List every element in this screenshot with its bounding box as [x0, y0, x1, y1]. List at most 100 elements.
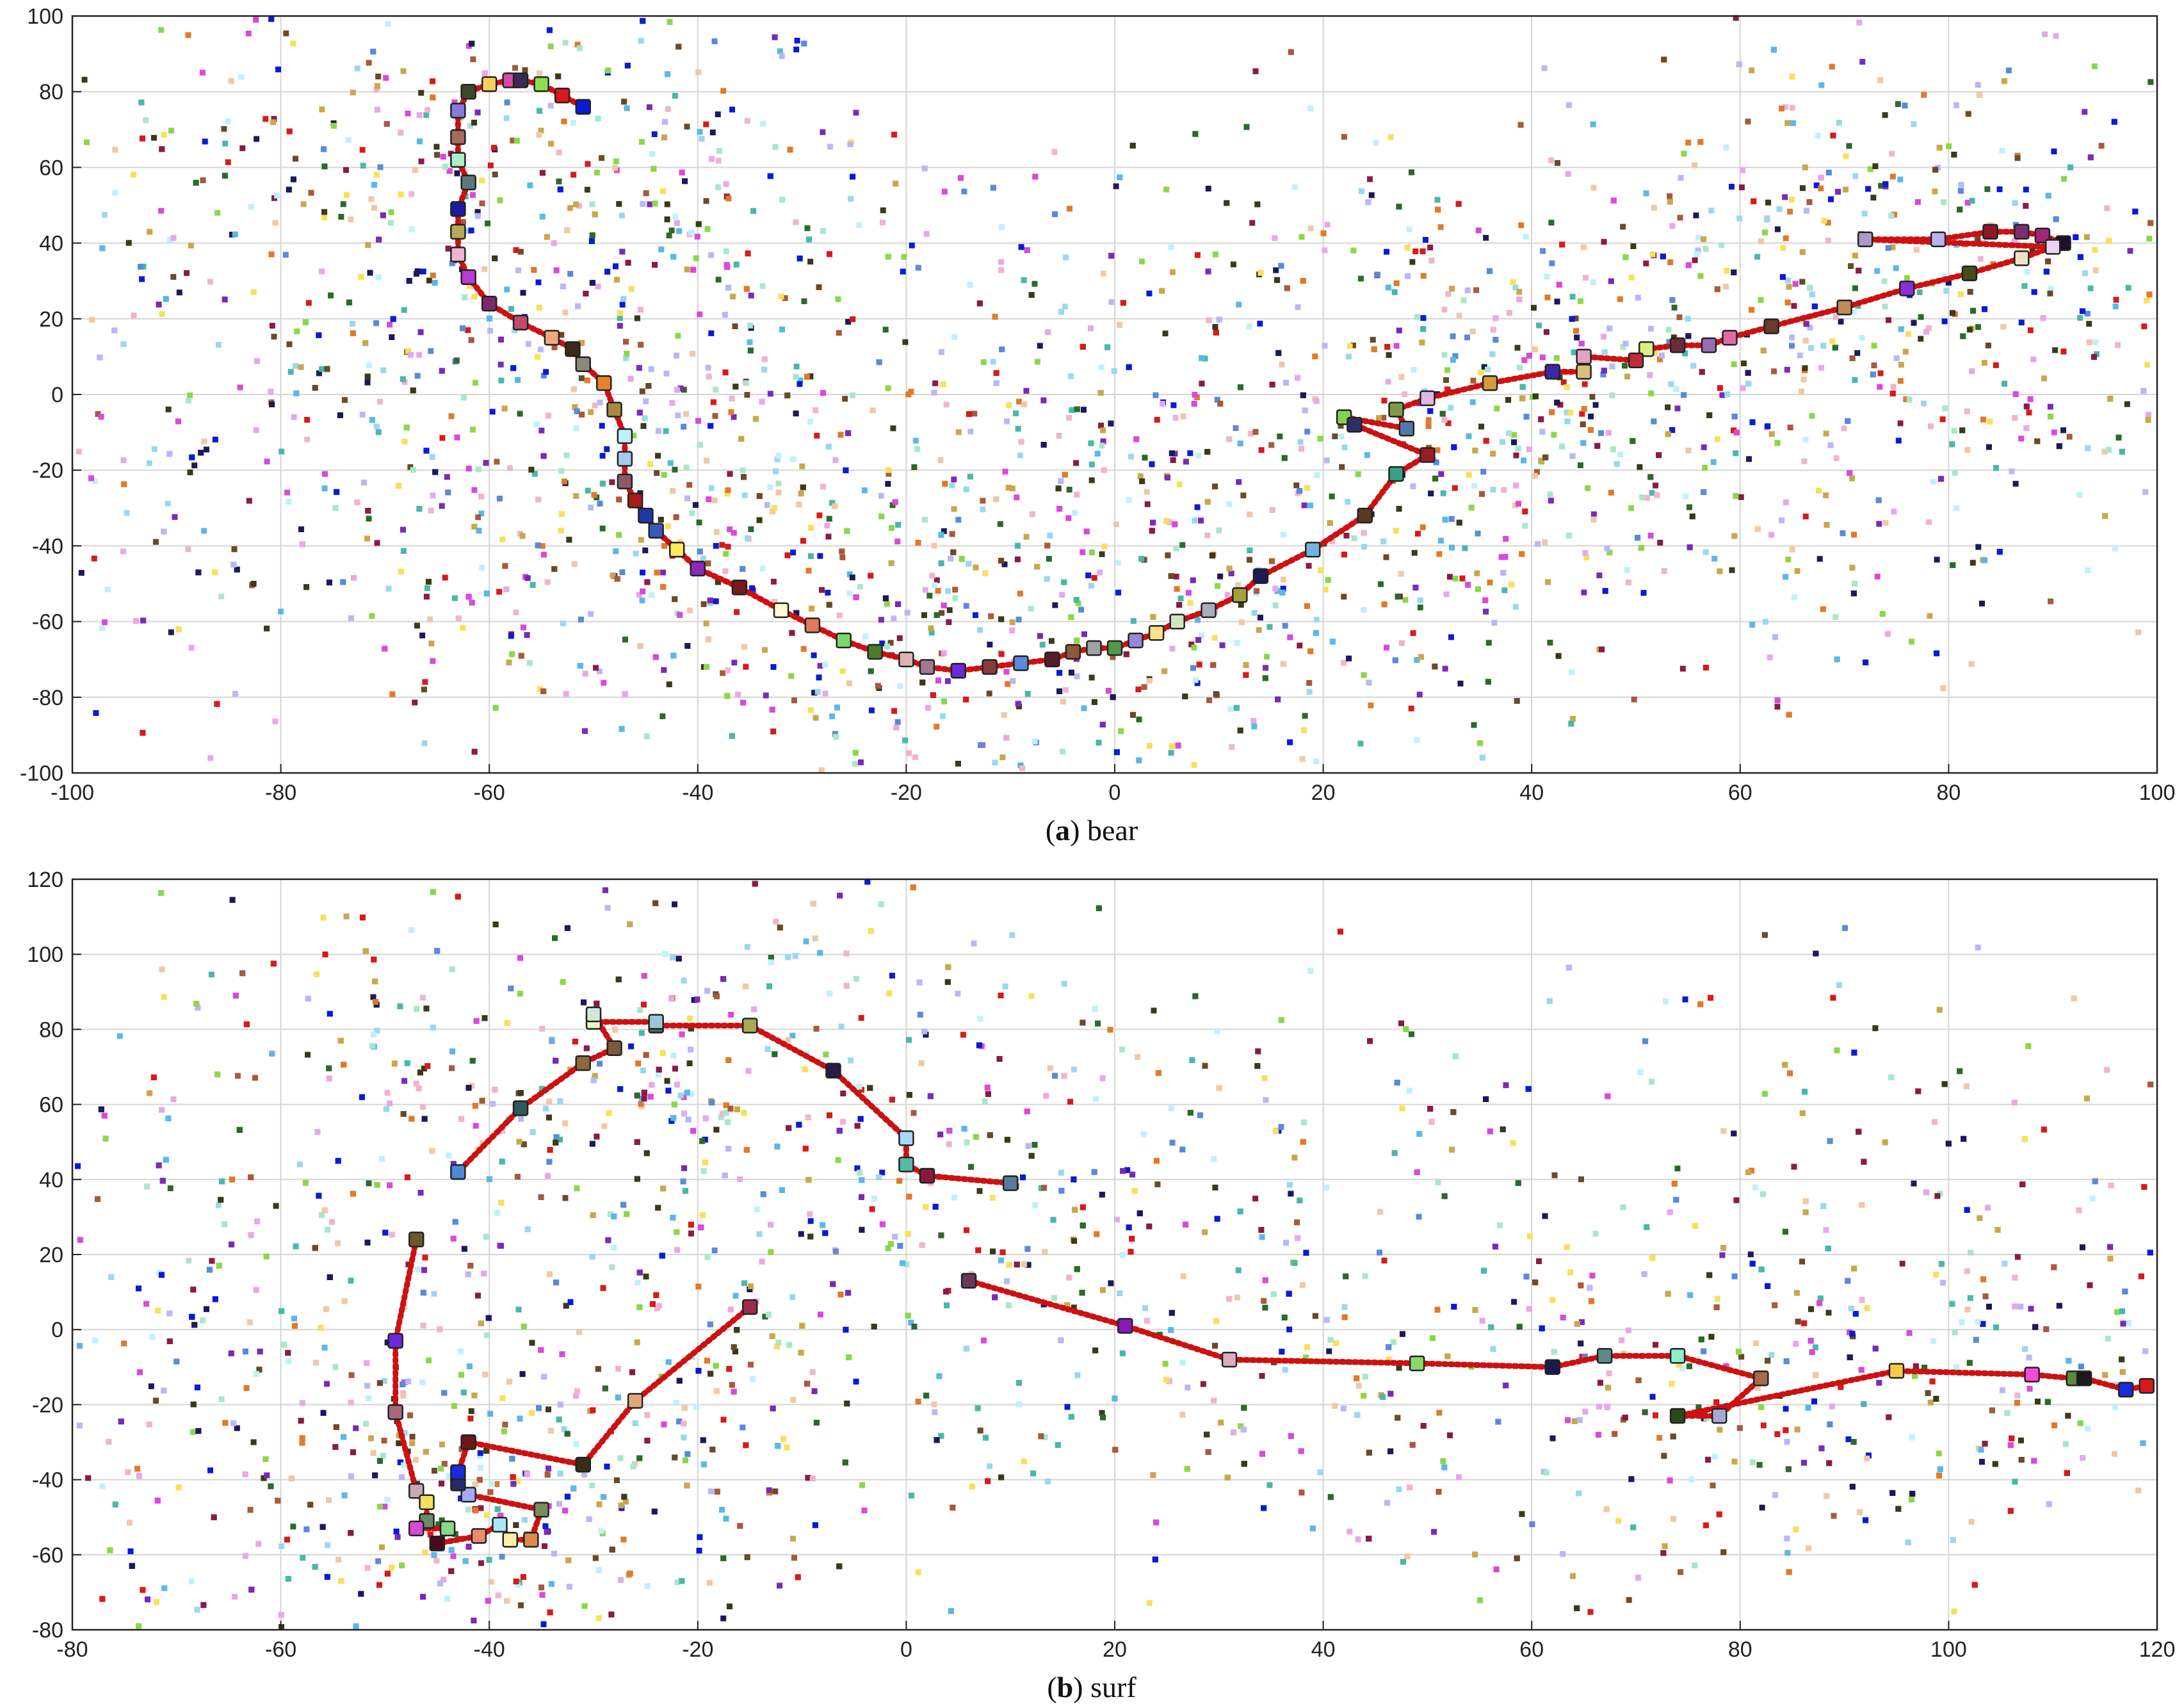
background-point: [1791, 303, 1797, 309]
background-point: [232, 231, 238, 238]
trajectory-point: [512, 72, 529, 88]
background-point: [684, 495, 690, 501]
background-point: [1821, 218, 1827, 224]
background-point: [1459, 575, 1466, 581]
trajectory-point: [460, 174, 476, 191]
background-point: [929, 573, 935, 579]
background-point: [1723, 284, 1729, 290]
background-point: [1159, 288, 1165, 294]
background-point: [725, 667, 731, 674]
background-point: [661, 667, 667, 673]
trajectory-point: [1128, 632, 1144, 649]
trajectory-point: [1899, 280, 1915, 297]
background-point: [1772, 634, 1779, 640]
background-point: [761, 647, 768, 653]
background-point: [237, 384, 243, 391]
background-point: [999, 754, 1006, 761]
background-point: [387, 321, 393, 328]
background-point: [385, 20, 391, 27]
background-point: [1670, 334, 1677, 341]
background-point: [654, 569, 660, 576]
background-point: [446, 168, 453, 174]
background-point: [1085, 572, 1092, 578]
background-point: [1703, 665, 1709, 671]
background-point: [439, 1442, 445, 1448]
background-point: [1088, 477, 1095, 483]
background-point: [571, 561, 578, 567]
background-point: [1329, 538, 1336, 544]
background-point: [1176, 601, 1183, 608]
background-point: [1322, 247, 1328, 254]
background-point: [1307, 105, 1314, 111]
background-point: [1449, 286, 1455, 292]
background-point: [245, 30, 252, 37]
background-point: [1898, 326, 1904, 332]
background-point: [664, 201, 670, 207]
background-point: [158, 27, 165, 33]
background-point: [1385, 284, 1391, 291]
background-point: [1606, 325, 1613, 332]
background-point: [1939, 416, 1946, 423]
background-point: [1643, 190, 1649, 197]
background-point: [1441, 416, 1448, 423]
background-point: [789, 1032, 796, 1039]
background-point: [225, 118, 231, 125]
background-point: [664, 216, 670, 223]
background-point: [980, 506, 986, 512]
background-point: [467, 283, 473, 289]
background-point: [2079, 308, 2085, 314]
background-point: [705, 560, 711, 567]
background-point: [894, 539, 901, 545]
background-point: [902, 737, 909, 743]
background-point: [1553, 355, 1560, 361]
background-point: [703, 621, 709, 627]
background-point: [743, 380, 750, 386]
background-point: [1946, 143, 1952, 149]
background-point: [826, 601, 832, 608]
background-point: [2021, 283, 2028, 289]
background-point: [1023, 533, 1030, 540]
background-point: [515, 267, 522, 273]
background-point: [1312, 353, 1318, 360]
background-point: [1123, 651, 1129, 658]
background-point: [1674, 405, 1681, 412]
background-point: [966, 411, 972, 418]
background-point: [1170, 402, 1177, 409]
background-point: [1209, 553, 1215, 559]
background-point: [1068, 669, 1074, 676]
background-point: [1614, 461, 1620, 467]
background-point: [1398, 571, 1404, 577]
background-point: [1724, 391, 1731, 398]
background-point: [665, 106, 671, 112]
background-point: [1951, 151, 1957, 158]
background-point: [1927, 423, 1934, 430]
background-point: [1872, 163, 1879, 170]
background-point: [541, 1543, 547, 1549]
trajectory-point: [450, 223, 466, 240]
background-point: [1172, 450, 1178, 457]
background-point: [731, 414, 737, 420]
background-point: [1566, 532, 1573, 539]
background-point: [1438, 471, 1444, 477]
background-point: [1820, 343, 1827, 349]
background-point: [1195, 617, 1201, 623]
background-point: [1130, 711, 1136, 718]
background-point: [212, 569, 218, 576]
background-point: [1975, 544, 1982, 550]
background-point: [186, 398, 192, 404]
background-point: [1251, 610, 1258, 616]
background-point: [138, 99, 145, 106]
background-point: [1637, 464, 1643, 470]
background-point: [117, 1033, 123, 1039]
background-point: [993, 380, 999, 386]
background-point: [816, 674, 822, 681]
background-point: [1441, 352, 1448, 358]
background-point: [1982, 306, 1988, 313]
background-point: [1516, 296, 1523, 302]
background-point: [1206, 317, 1212, 323]
background-point: [1442, 517, 1448, 523]
trajectory-point: [1701, 337, 1717, 353]
y-tick-label: -80: [32, 686, 63, 710]
background-point: [405, 348, 412, 354]
background-point: [1487, 580, 1493, 586]
